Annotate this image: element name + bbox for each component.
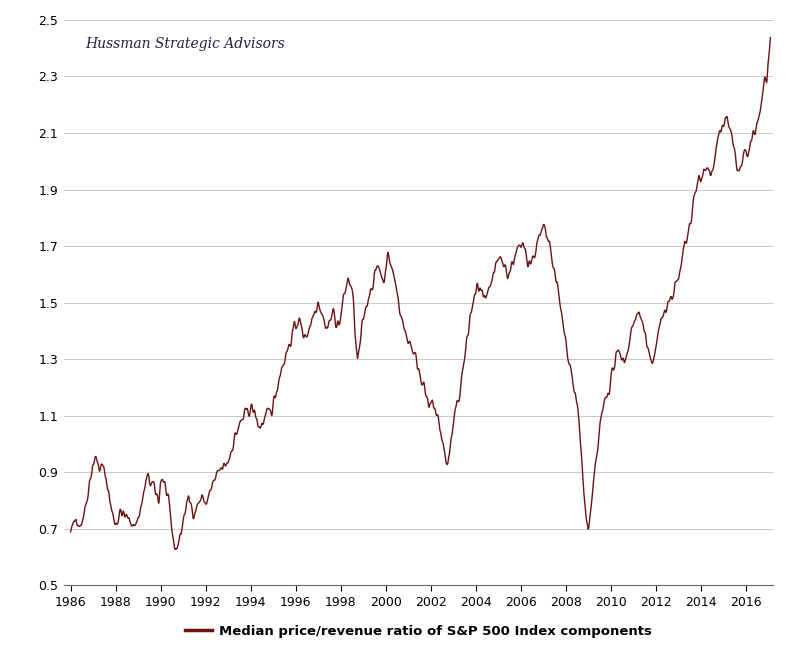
Legend: Median price/revenue ratio of S&P 500 Index components: Median price/revenue ratio of S&P 500 In… <box>179 619 658 643</box>
Text: Hussman Strategic Advisors: Hussman Strategic Advisors <box>85 37 285 51</box>
